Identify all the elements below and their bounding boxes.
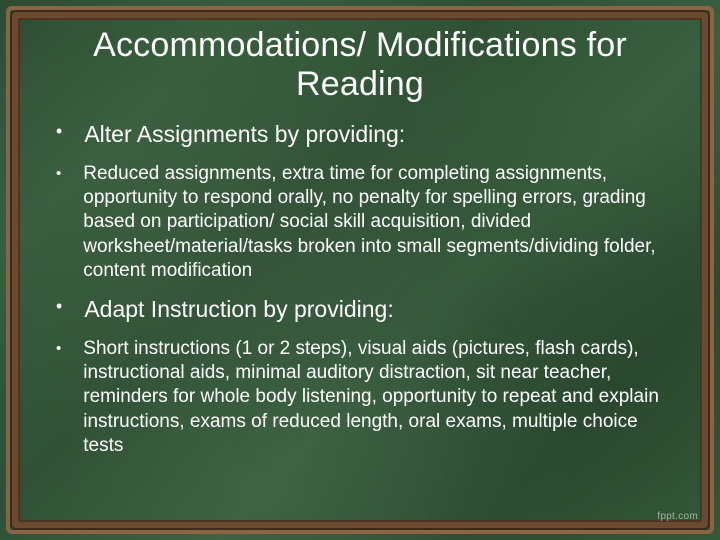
bullet-text: Adapt Instruction by providing:	[84, 295, 668, 324]
bullet-list: • Alter Assignments by providing: • Redu…	[52, 120, 668, 458]
watermark: fppt.com	[657, 511, 698, 522]
bullet-text: Short instructions (1 or 2 steps), visua…	[83, 337, 668, 459]
slide-title: Accommodations/ Modifications for Readin…	[52, 26, 668, 104]
bullet-icon: •	[52, 120, 62, 149]
bullet-icon: •	[52, 162, 61, 284]
bullet-icon: •	[52, 295, 62, 324]
content-area: Accommodations/ Modifications for Readin…	[18, 18, 702, 458]
bullet-text: Reduced assignments, extra time for comp…	[83, 162, 668, 284]
bullet-text: Alter Assignments by providing:	[84, 120, 668, 149]
list-item: • Alter Assignments by providing:	[52, 120, 668, 149]
slide: Accommodations/ Modifications for Readin…	[0, 0, 720, 540]
list-item: • Adapt Instruction by providing:	[52, 295, 668, 324]
bullet-icon: •	[52, 337, 61, 459]
list-item: • Short instructions (1 or 2 steps), vis…	[52, 337, 668, 459]
list-item: • Reduced assignments, extra time for co…	[52, 162, 668, 284]
